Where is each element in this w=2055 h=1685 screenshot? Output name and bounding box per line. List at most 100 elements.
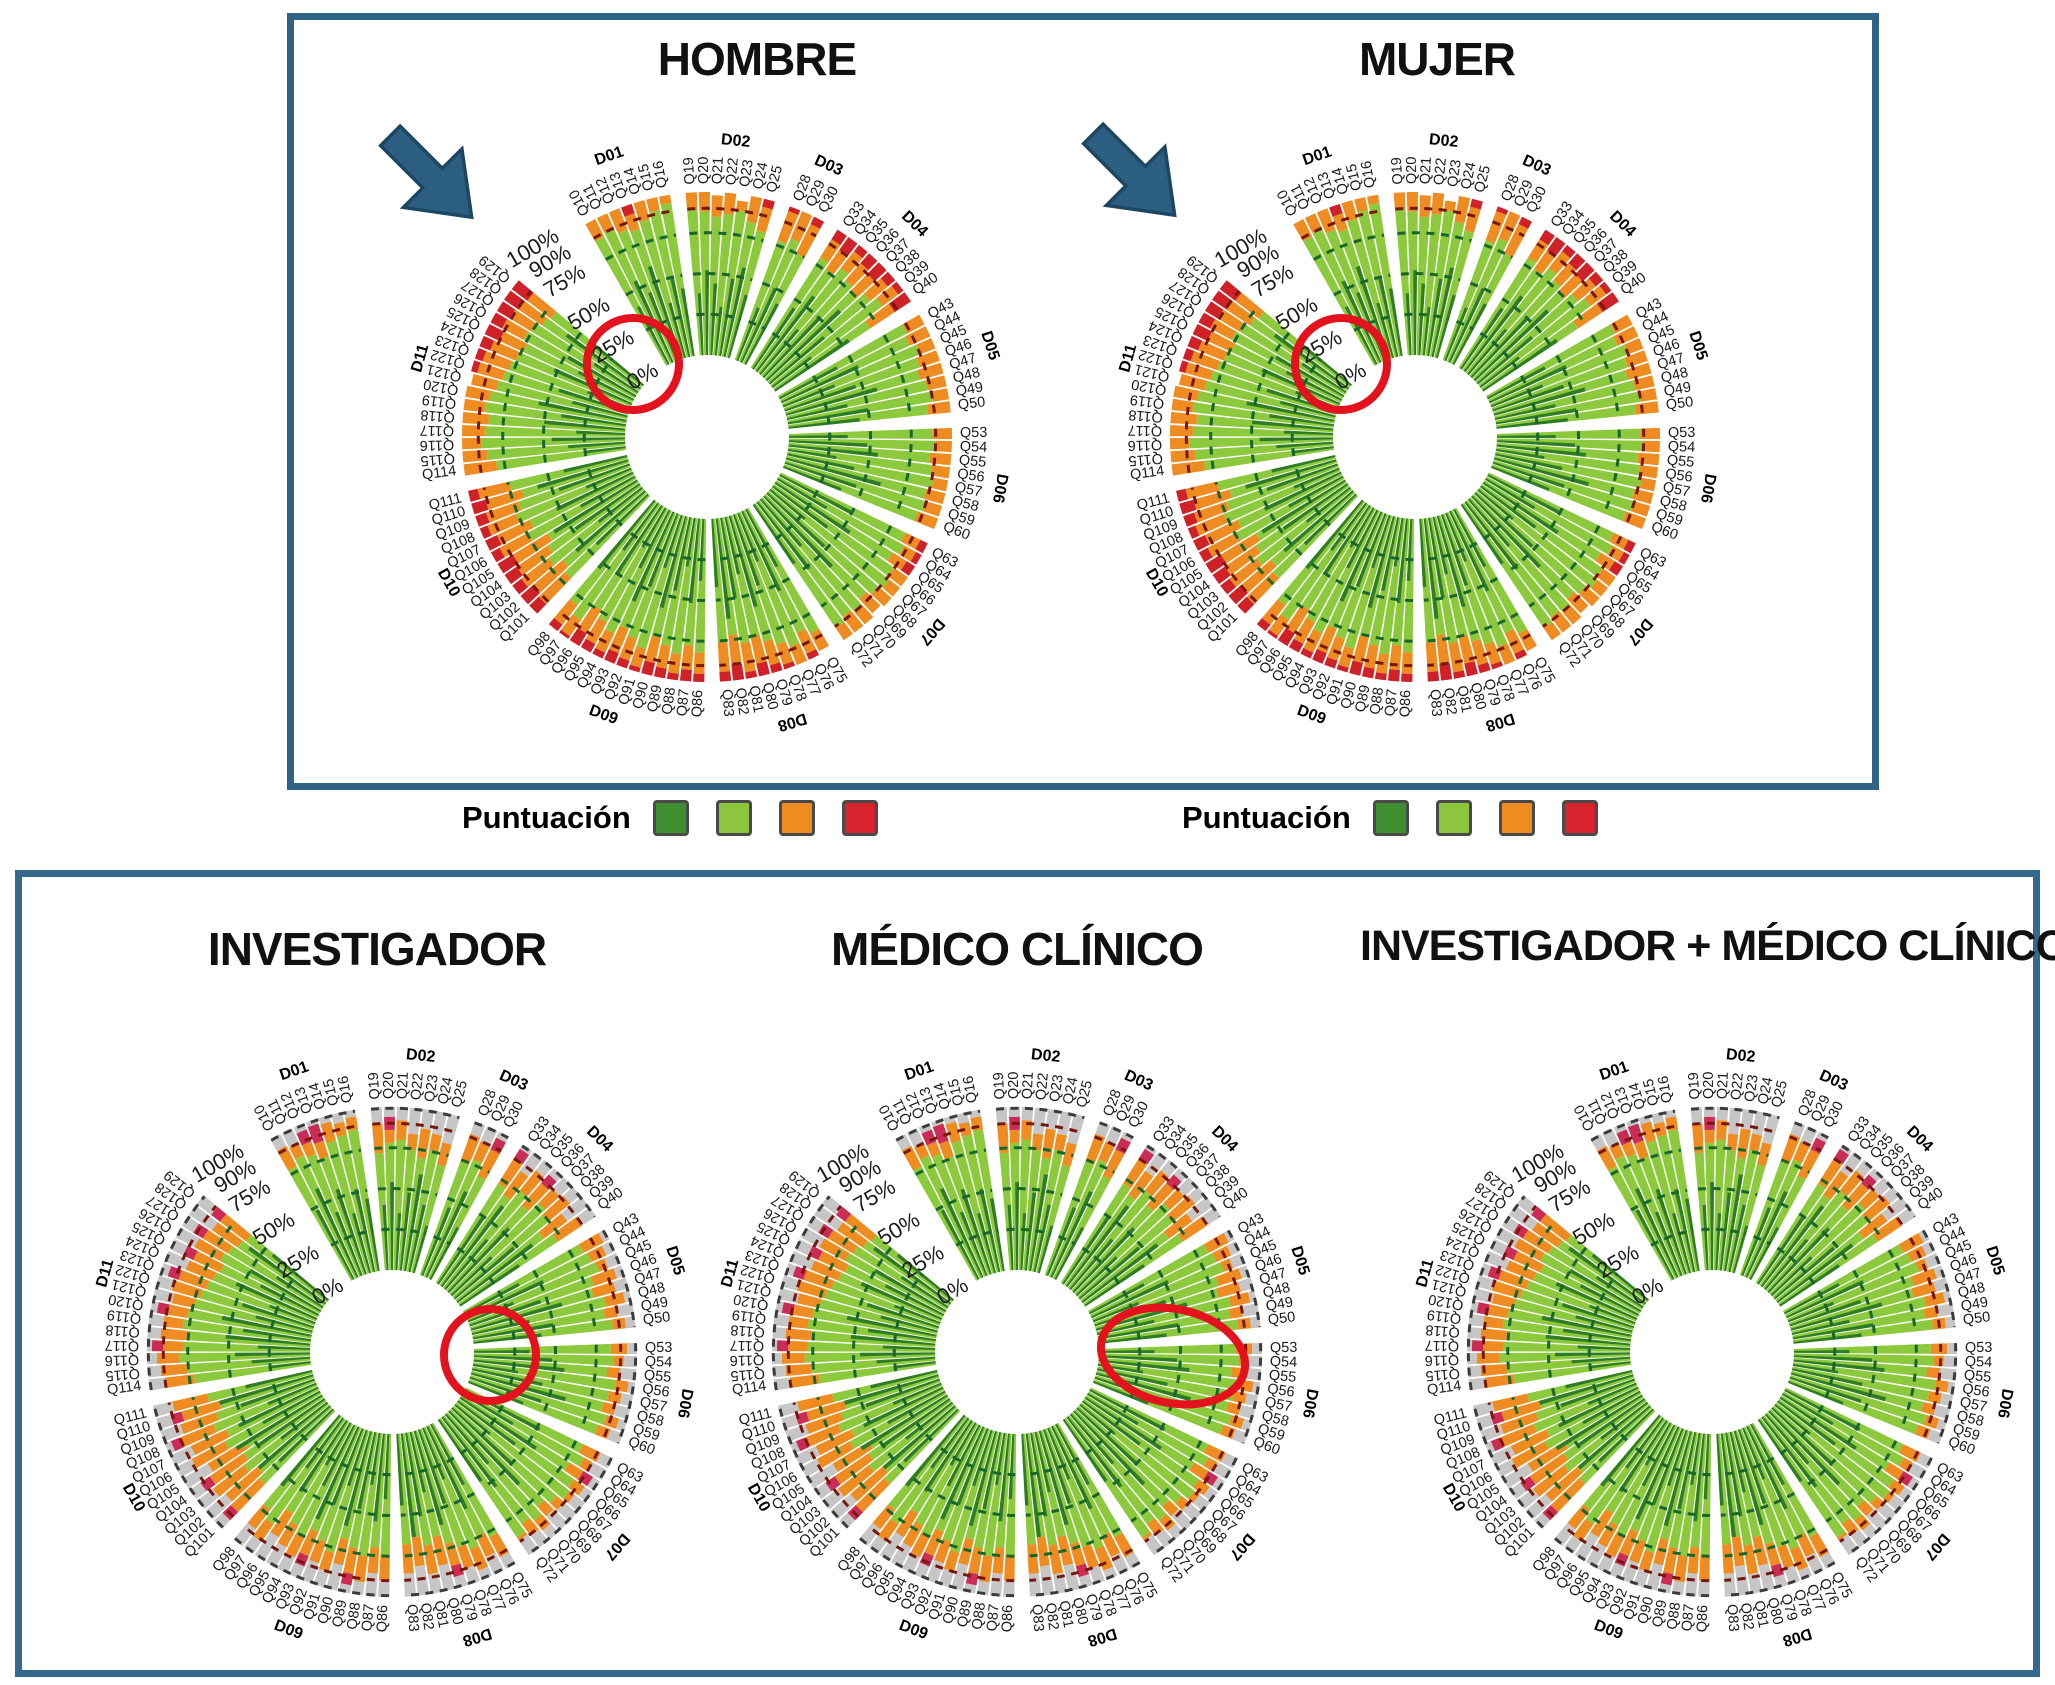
svg-text:Q50: Q50 — [1962, 1309, 1991, 1328]
svg-text:Q59: Q59 — [1256, 1421, 1287, 1445]
svg-text:Q19: Q19 — [1389, 157, 1407, 185]
svg-text:Q87: Q87 — [984, 1603, 1002, 1632]
svg-text:D01: D01 — [1300, 143, 1333, 169]
gridlines-layer — [771, 1106, 1263, 1598]
svg-text:Q114: Q114 — [731, 1378, 767, 1398]
panel-role-comparison: INVESTIGADOR MÉDICO CLÍNICO INVESTIGADOR… — [15, 870, 2055, 1677]
svg-text:D11: D11 — [93, 1257, 117, 1289]
svg-text:Q118: Q118 — [105, 1321, 141, 1340]
svg-text:Q47: Q47 — [1655, 350, 1686, 373]
svg-text:Q90: Q90 — [315, 1595, 337, 1626]
svg-text:Q116: Q116 — [419, 436, 454, 453]
svg-text:D09: D09 — [1592, 1617, 1626, 1643]
svg-text:Q88: Q88 — [1664, 1601, 1684, 1630]
svg-text:Q49: Q49 — [1663, 379, 1693, 400]
svg-text:Q87: Q87 — [1382, 688, 1400, 717]
svg-text:Q79: Q79 — [1777, 1592, 1800, 1623]
radial-chart-investigador-medico: Q10Q11Q12Q13Q14Q15Q16D01Q19Q20Q21Q22Q23Q… — [1413, 1046, 2015, 1649]
panel-sex-comparison: HOMBRE MUJER Q10 Q11 Q12 Q13 Q14 Q15 Q16 D01 Q19… — [287, 13, 1879, 790]
svg-text:D09: D09 — [587, 702, 621, 728]
svg-text:Q14: Q14 — [621, 165, 644, 196]
svg-text:Q54: Q54 — [1964, 1354, 1992, 1371]
svg-text:D11: D11 — [718, 1257, 742, 1289]
svg-text:D11: D11 — [408, 342, 432, 374]
legend-swatch — [652, 800, 689, 836]
bars-layer — [1467, 1107, 1957, 1597]
svg-text:Q86: Q86 — [689, 690, 706, 718]
blue-arrow-icon — [372, 119, 490, 239]
svg-text:Q88: Q88 — [659, 686, 679, 715]
svg-text:Q88: Q88 — [344, 1601, 364, 1630]
svg-text:Q90: Q90 — [1338, 680, 1360, 711]
svg-text:D03: D03 — [497, 1067, 531, 1095]
svg-text:Q54: Q54 — [644, 1354, 672, 1371]
svg-text:D02: D02 — [720, 131, 751, 151]
svg-text:Q91: Q91 — [1324, 676, 1347, 707]
svg-text:Q91: Q91 — [926, 1591, 949, 1622]
svg-text:Q22: Q22 — [1728, 1072, 1747, 1101]
svg-text:Q118: Q118 — [420, 406, 456, 425]
svg-text:Q111: Q111 — [1432, 1405, 1468, 1429]
svg-text:D05: D05 — [977, 329, 1002, 362]
svg-text:Q89: Q89 — [955, 1599, 976, 1629]
svg-text:Q82: Q82 — [1042, 1602, 1061, 1631]
svg-text:Q87: Q87 — [1679, 1603, 1697, 1632]
svg-text:Q48: Q48 — [1956, 1280, 1986, 1302]
svg-text:Q25: Q25 — [1472, 164, 1494, 195]
svg-text:Q120: Q120 — [1130, 376, 1168, 398]
svg-text:D02: D02 — [1030, 1046, 1061, 1066]
svg-text:Q111: Q111 — [112, 1405, 148, 1429]
svg-text:Q47: Q47 — [947, 350, 978, 373]
svg-text:Q117: Q117 — [1424, 1337, 1459, 1354]
svg-text:Q117: Q117 — [729, 1337, 764, 1354]
svg-text:Q53: Q53 — [960, 425, 988, 441]
svg-text:Q86: Q86 — [1397, 690, 1414, 718]
svg-text:Q21: Q21 — [395, 1071, 412, 1099]
svg-text:Q20: Q20 — [1404, 157, 1420, 185]
svg-text:Q81: Q81 — [1750, 1599, 1771, 1629]
svg-text:Q119: Q119 — [1426, 1306, 1462, 1326]
svg-text:Q86: Q86 — [1694, 1605, 1711, 1633]
svg-text:Q58: Q58 — [950, 493, 981, 515]
legend-label: Puntuación — [462, 800, 631, 835]
svg-text:Q119: Q119 — [1129, 391, 1165, 411]
svg-text:Q114: Q114 — [1129, 463, 1165, 483]
legend-swatches — [652, 800, 878, 836]
svg-text:Q24: Q24 — [750, 161, 771, 191]
svg-text:Q58: Q58 — [635, 1408, 666, 1430]
svg-text:Q115: Q115 — [420, 450, 456, 469]
chart-title-hombre: HOMBRE — [657, 33, 857, 85]
svg-text:Q25: Q25 — [1074, 1079, 1096, 1110]
svg-text:Q14: Q14 — [1626, 1080, 1649, 1111]
legend-swatch — [1435, 800, 1472, 836]
svg-text:Q21: Q21 — [710, 156, 727, 184]
svg-text:Q55: Q55 — [1268, 1367, 1297, 1385]
svg-text:Q81: Q81 — [1055, 1599, 1076, 1629]
svg-text:Q116: Q116 — [729, 1351, 764, 1368]
svg-text:Q56: Q56 — [641, 1381, 670, 1401]
svg-text:Q19: Q19 — [366, 1072, 384, 1100]
svg-text:Q90: Q90 — [940, 1595, 962, 1626]
svg-text:Q56: Q56 — [1664, 466, 1693, 486]
svg-text:D06: D06 — [674, 1387, 696, 1419]
svg-text:Q79: Q79 — [772, 677, 795, 708]
svg-text:D01: D01 — [277, 1058, 310, 1084]
svg-text:Q90: Q90 — [630, 680, 652, 711]
svg-text:Q88: Q88 — [969, 1601, 989, 1630]
svg-text:Q20: Q20 — [696, 157, 712, 185]
svg-text:Q23: Q23 — [1445, 159, 1465, 189]
svg-text:Q59: Q59 — [631, 1421, 662, 1445]
svg-text:D02: D02 — [405, 1046, 436, 1066]
svg-text:D09: D09 — [897, 1617, 931, 1643]
svg-text:D04: D04 — [898, 208, 931, 241]
svg-text:Q119: Q119 — [731, 1306, 767, 1326]
svg-text:Q53: Q53 — [1668, 425, 1696, 441]
svg-text:D08: D08 — [1086, 1624, 1119, 1649]
svg-text:Q21: Q21 — [1715, 1071, 1732, 1099]
svg-text:D11: D11 — [1413, 1257, 1437, 1289]
bars-layer — [1170, 192, 1660, 682]
legend-swatch — [841, 800, 878, 836]
svg-text:Q24: Q24 — [1755, 1076, 1776, 1106]
svg-text:Q89: Q89 — [1353, 684, 1374, 714]
